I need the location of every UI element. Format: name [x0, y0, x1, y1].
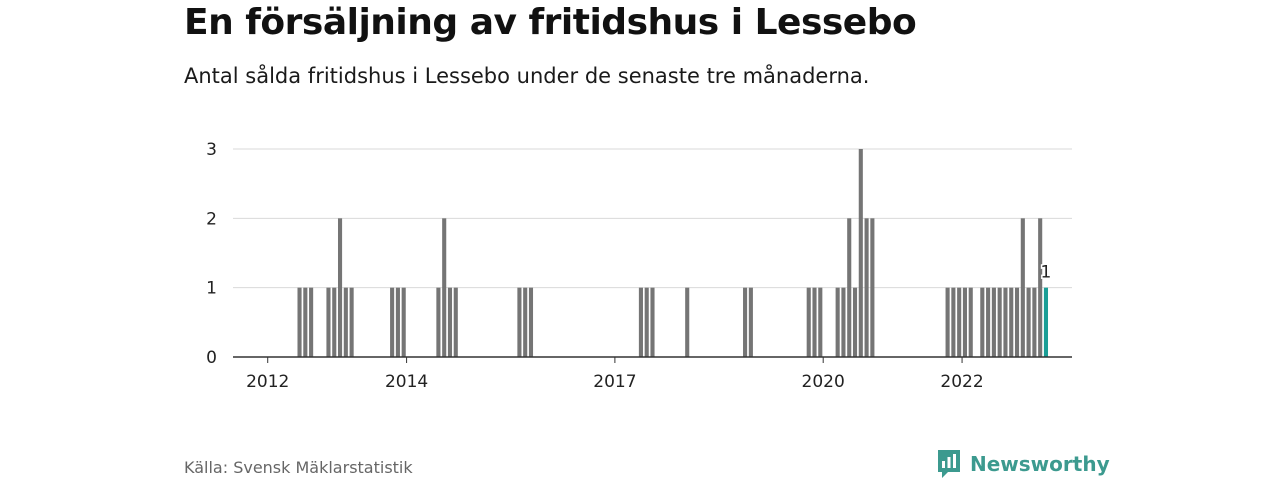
bar	[337, 218, 343, 357]
bar	[332, 287, 337, 357]
bar	[1038, 218, 1043, 357]
x-tick-label: 2014	[385, 372, 428, 392]
bar	[517, 287, 522, 357]
data-labels: 1	[1039, 261, 1053, 284]
x-tick-label: 2012	[246, 372, 289, 392]
bar	[1032, 287, 1037, 357]
bar	[1003, 287, 1008, 357]
bar	[303, 287, 308, 357]
bar	[1009, 287, 1014, 357]
x-tick-label: 2020	[802, 372, 845, 392]
bar	[997, 287, 1002, 357]
bar	[343, 287, 348, 357]
bar	[858, 149, 863, 357]
bar	[1026, 287, 1031, 357]
bar	[528, 287, 534, 357]
bar	[962, 287, 968, 357]
y-axis-ticks: 0 1 2 3	[206, 140, 217, 368]
bars	[297, 149, 1049, 357]
bar	[835, 287, 840, 357]
bar	[309, 287, 314, 357]
bar	[297, 287, 302, 357]
bar-highlight	[1043, 287, 1049, 357]
bar	[401, 287, 406, 357]
bar	[980, 287, 985, 357]
chart-title: En försäljning av fritidshus i Lessebo	[184, 2, 917, 43]
bar	[349, 287, 354, 357]
bar	[806, 287, 811, 357]
bar	[957, 287, 962, 357]
bar	[685, 287, 690, 357]
newsworthy-brand[interactable]: Newsworthy	[936, 448, 1110, 480]
bar	[748, 287, 753, 357]
bar	[1020, 218, 1025, 357]
bar	[395, 287, 400, 357]
bar	[644, 287, 649, 357]
bar	[864, 218, 869, 357]
bar	[870, 218, 875, 357]
y-tick-label: 3	[206, 140, 217, 160]
bar	[743, 287, 748, 357]
bar	[650, 287, 655, 357]
bar	[951, 287, 956, 357]
bar	[968, 287, 973, 357]
bar	[847, 218, 852, 357]
bar	[390, 287, 395, 357]
newsworthy-logo-icon	[938, 450, 960, 478]
chart-subtitle: Antal sålda fritidshus i Lessebo under d…	[184, 64, 870, 88]
bar-chart: 0 1 2 3 2012 2014 2017 2020 2022 1	[206, 140, 1072, 392]
gridlines	[233, 148, 1072, 289]
source-note: Källa: Svensk Mäklarstatistik	[184, 458, 413, 477]
bar	[442, 218, 447, 357]
y-tick-label: 2	[206, 209, 217, 229]
data-label: 1	[1041, 263, 1052, 283]
bar	[1014, 287, 1020, 357]
y-tick-label: 1	[206, 279, 217, 299]
y-tick-label: 0	[206, 348, 217, 368]
bar	[841, 287, 846, 357]
bar	[326, 287, 331, 357]
x-axis-ticks: 2012 2014 2017 2020 2022	[246, 357, 984, 392]
bar	[991, 287, 996, 357]
bar	[852, 287, 858, 357]
bar	[812, 287, 817, 357]
bar	[986, 287, 991, 357]
x-tick-label: 2022	[940, 372, 983, 392]
bar	[523, 287, 528, 357]
x-tick-label: 2017	[593, 372, 636, 392]
bar	[453, 287, 458, 357]
brand-name: Newsworthy	[970, 452, 1110, 476]
bar	[818, 287, 823, 357]
bar	[436, 287, 441, 357]
bar	[447, 287, 453, 357]
bar	[638, 287, 643, 357]
bar	[945, 287, 950, 357]
